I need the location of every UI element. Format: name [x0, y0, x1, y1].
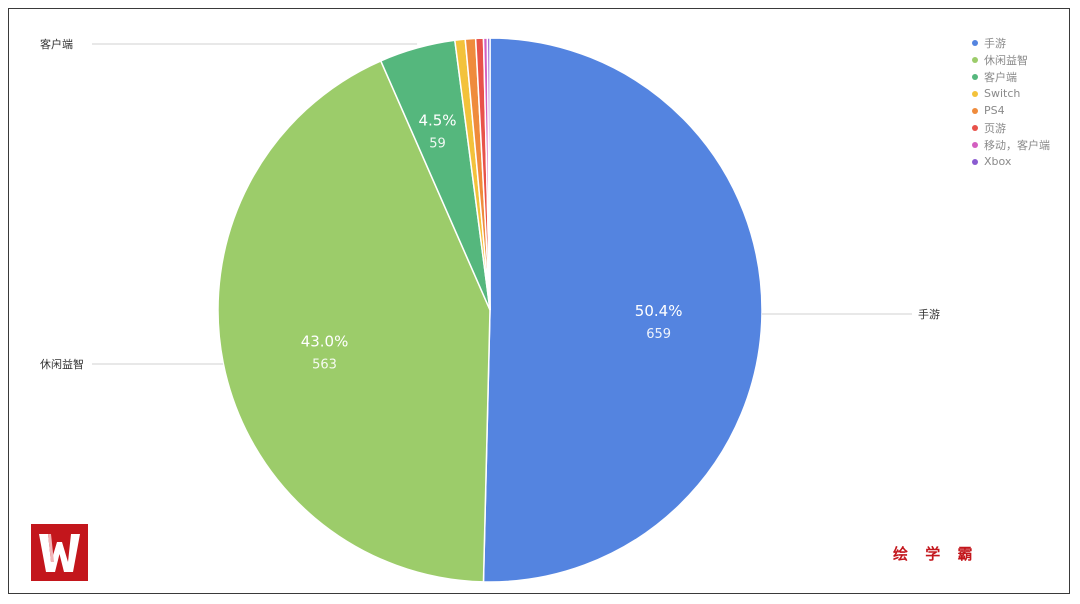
callout-label: 客户端 — [40, 37, 73, 51]
legend-swatch — [972, 158, 978, 165]
legend-swatch — [972, 141, 978, 148]
legend-item: 页游 — [972, 119, 1050, 136]
slice-value-label: 659 — [646, 327, 671, 342]
legend-swatch — [972, 56, 978, 63]
chart-legend: 手游休闲益智客户端 Switch PS4 页游移动，客户端 Xbox — [972, 34, 1050, 170]
callout-label: 休闲益智 — [40, 357, 84, 371]
logo-w-icon — [31, 524, 88, 581]
legend-item: Switch — [972, 85, 1050, 102]
callout-label: 手游 — [918, 307, 940, 321]
watermark-text: 绘 学 霸 — [893, 545, 979, 563]
legend-item: PS4 — [972, 102, 1050, 119]
slice-percent-label: 4.5% — [418, 111, 456, 129]
legend-swatch — [972, 90, 978, 97]
legend-item: 移动，客户端 — [972, 136, 1050, 153]
legend-item: 休闲益智 — [972, 51, 1050, 68]
legend-label: 休闲益智 — [984, 53, 1028, 67]
legend-label: 移动，客户端 — [984, 138, 1050, 152]
legend-item: Xbox — [972, 153, 1050, 170]
slice-value-label: 563 — [312, 358, 337, 373]
legend-swatch — [972, 107, 978, 114]
pie-slice-1 — [217, 59, 491, 583]
pie-slice-7 — [486, 37, 491, 311]
legend-item: 手游 — [972, 34, 1050, 51]
legend-label: PS4 — [984, 104, 1005, 117]
legend-swatch — [972, 124, 978, 131]
legend-label: 页游 — [984, 121, 1006, 135]
slice-percent-label: 43.0% — [301, 333, 349, 351]
legend-swatch — [972, 39, 978, 46]
legend-label: Xbox — [984, 155, 1012, 168]
legend-label: 客户端 — [984, 70, 1017, 84]
pie-slice-0 — [482, 37, 763, 583]
legend-item: 客户端 — [972, 68, 1050, 85]
legend-swatch — [972, 73, 978, 80]
legend-label: 手游 — [984, 36, 1006, 50]
slice-percent-label: 50.4% — [635, 302, 683, 320]
slice-value-label: 59 — [429, 136, 446, 151]
legend-label: Switch — [984, 87, 1021, 100]
